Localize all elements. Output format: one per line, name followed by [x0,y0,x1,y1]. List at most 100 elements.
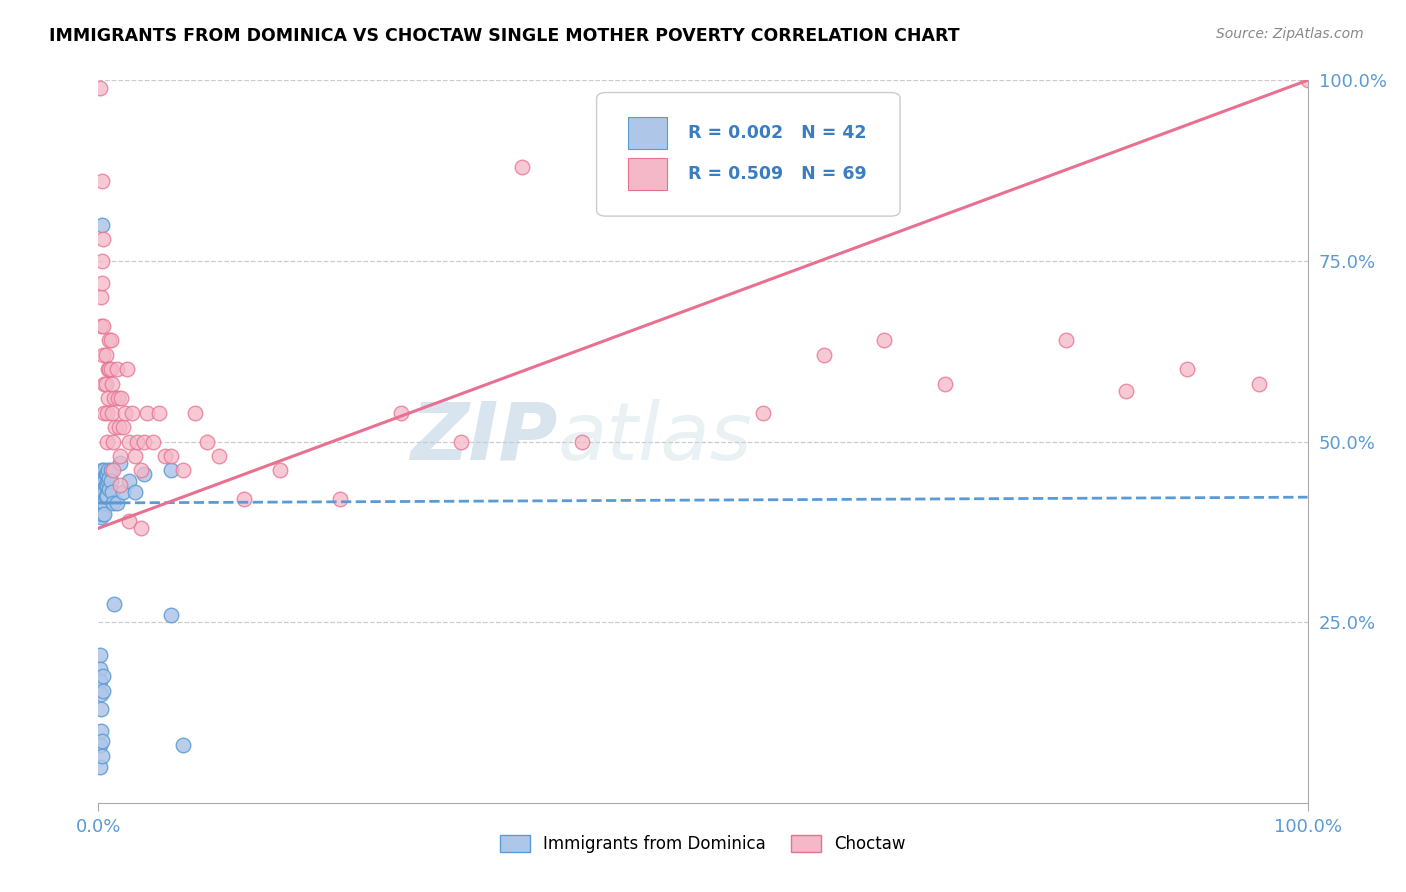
Point [160,463,183,477]
Point [127,434,149,449]
Point [98,362,121,376]
Point [107,391,129,405]
Point [91,485,114,500]
Point [160,607,183,622]
Point [873,334,896,348]
Point [111,420,134,434]
Legend: Immigrants from Dominica, Choctaw: Immigrants from Dominica, Choctaw [494,828,912,860]
Point [91,734,114,748]
Point [94,376,117,391]
Point [934,376,956,391]
Point [121,406,143,420]
Point [96,434,118,449]
Point [93,475,115,489]
Point [129,463,152,477]
Point [89,760,111,774]
Point [93,485,115,500]
Point [148,406,170,420]
Point [118,475,141,489]
Point [91,683,114,698]
Point [91,489,114,503]
Point [1115,384,1137,398]
Point [90,496,112,510]
Point [129,521,152,535]
Point [108,456,131,470]
Text: R = 0.002   N = 42: R = 0.002 N = 42 [689,124,868,142]
Point [89,80,111,95]
Point [91,218,114,232]
Point [100,485,122,500]
Point [124,485,146,500]
Point [100,362,122,376]
Point [232,492,254,507]
Point [91,507,114,521]
Point [98,334,121,348]
Point [91,748,114,763]
Point [195,434,218,449]
Point [89,662,111,676]
FancyBboxPatch shape [628,117,666,149]
Point [91,253,114,268]
Point [100,406,122,420]
Point [90,510,112,524]
Point [97,475,120,489]
Point [90,485,112,500]
Point [108,449,131,463]
Point [101,496,124,510]
FancyBboxPatch shape [596,93,900,216]
Point [172,738,194,752]
Point [103,597,125,611]
Point [118,514,141,528]
Point [89,648,111,662]
Point [91,348,114,362]
Text: Source: ZipAtlas.com: Source: ZipAtlas.com [1216,27,1364,41]
Point [184,406,207,420]
Point [91,232,114,246]
Point [93,463,115,477]
Point [97,391,120,405]
Point [94,489,117,503]
Point [1249,376,1271,391]
Point [389,406,412,420]
Point [124,449,146,463]
Point [91,475,114,489]
Point [98,470,121,484]
Text: R = 0.509   N = 69: R = 0.509 N = 69 [689,165,868,183]
Point [89,674,111,689]
Point [1054,334,1077,348]
Point [1175,362,1198,376]
Point [105,496,128,510]
Point [97,362,120,376]
Point [94,467,117,481]
Point [96,467,118,481]
Point [329,492,352,507]
Point [90,318,112,333]
Point [90,702,112,716]
Point [108,478,131,492]
Point [89,738,111,752]
Point [142,434,165,449]
FancyBboxPatch shape [628,158,666,191]
Point [269,463,291,477]
Point [91,478,114,492]
Point [97,463,120,477]
Point [90,723,112,738]
Point [100,463,122,477]
Point [91,463,114,477]
Point [90,687,112,701]
Point [91,318,114,333]
Point [110,391,132,405]
Point [101,434,124,449]
Point [114,406,136,420]
Point [172,463,194,477]
Point [208,449,231,463]
Point [91,174,114,188]
Text: atlas: atlas [558,399,752,477]
Point [90,290,112,304]
Point [153,449,176,463]
Point [93,507,115,521]
Point [117,362,139,376]
Point [91,496,114,510]
Point [93,406,115,420]
Point [101,463,124,477]
